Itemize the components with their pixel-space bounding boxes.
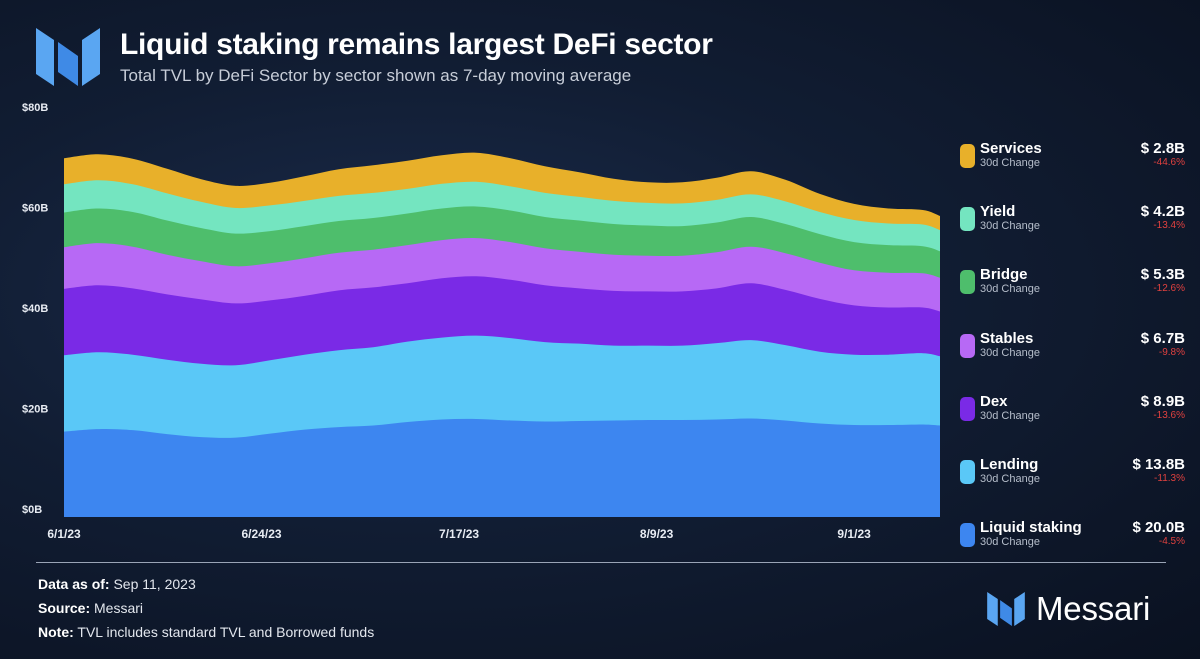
legend-change-label: 30d Change bbox=[980, 409, 1040, 422]
legend-change-label: 30d Change bbox=[980, 283, 1040, 296]
legend-swatch bbox=[960, 396, 975, 421]
brand: Messari bbox=[986, 588, 1176, 628]
y-tick-label: $40B bbox=[22, 303, 48, 315]
legend-value: $ 20.0B bbox=[1132, 519, 1185, 537]
legend-change-label: 30d Change bbox=[980, 473, 1040, 485]
legend-name: Liquid staking bbox=[980, 519, 1082, 537]
legend-name: Lending bbox=[980, 456, 1039, 473]
legend-change-value: -13.4% bbox=[1153, 220, 1185, 232]
footer-data-value: Sep 11, 2023 bbox=[113, 576, 196, 592]
legend-value: $ 5.3B bbox=[1140, 266, 1185, 284]
footer-source-label: Source: bbox=[38, 600, 91, 616]
y-tick-label: $20B bbox=[22, 404, 48, 416]
legend-swatch bbox=[960, 523, 975, 548]
y-tick-label: $0B bbox=[22, 504, 42, 516]
legend-change-value: -13.6% bbox=[1153, 409, 1185, 421]
legend-value: $ 2.8B bbox=[1140, 140, 1185, 157]
legend-swatch bbox=[960, 144, 975, 168]
legend-swatch bbox=[960, 460, 975, 484]
footer-note-label: Note: bbox=[38, 624, 74, 640]
chart-title: Liquid staking remains largest DeFi sect… bbox=[120, 28, 713, 61]
legend-change-label: 30d Change bbox=[980, 346, 1040, 359]
area-layers bbox=[64, 152, 940, 518]
legend-value: $ 13.8B bbox=[1132, 456, 1185, 473]
legend-item-stables: Stables 30d Change $ 6.7B -9.8% bbox=[958, 328, 1190, 368]
legend-change-value: -12.6% bbox=[1153, 283, 1185, 295]
legend-swatch bbox=[960, 207, 975, 232]
legend-item-yield: Yield 30d Change $ 4.2B -13.4% bbox=[958, 201, 1190, 241]
x-tick-label: 8/9/23 bbox=[640, 527, 674, 541]
legend-item-services: Services 30d Change $ 2.8B -44.6% bbox=[958, 138, 1190, 178]
legend-change-label: 30d Change bbox=[980, 157, 1040, 169]
y-axis-ticks: $0B $20B $40B $60B $80B bbox=[22, 102, 48, 516]
area-liquid-staking bbox=[64, 418, 940, 517]
legend-change-label: 30d Change bbox=[980, 220, 1040, 233]
legend-item-lending: Lending 30d Change $ 13.8B -11.3% bbox=[958, 454, 1190, 494]
x-tick-label: 6/24/23 bbox=[242, 527, 282, 541]
legend-name: Services bbox=[980, 140, 1042, 157]
footer-data-date: Data as of: Sep 11, 2023 bbox=[38, 576, 196, 592]
legend-name: Bridge bbox=[980, 266, 1028, 284]
messari-logo-icon bbox=[36, 28, 100, 86]
legend-swatch bbox=[960, 333, 975, 358]
x-tick-label: 7/17/23 bbox=[439, 527, 479, 541]
footer-note: Note: TVL includes standard TVL and Borr… bbox=[38, 624, 374, 640]
legend-change-value: -11.3% bbox=[1154, 473, 1185, 484]
footer-note-value: TVL includes standard TVL and Borrowed f… bbox=[77, 624, 375, 640]
legend-value: $ 8.9B bbox=[1140, 392, 1185, 410]
x-axis-ticks: 6/1/23 6/24/23 7/17/23 8/9/23 9/1/23 bbox=[47, 527, 871, 541]
legend-value: $ 4.2B bbox=[1140, 203, 1185, 221]
brand-name: Messari bbox=[1036, 590, 1151, 627]
chart-subtitle: Total TVL by DeFi Sector by sector shown… bbox=[120, 66, 632, 85]
legend-change-value: -4.5% bbox=[1158, 536, 1185, 548]
footer-data-label: Data as of: bbox=[38, 576, 110, 592]
footer-source: Source: Messari bbox=[38, 600, 143, 616]
legend-item-bridge: Bridge 30d Change $ 5.3B -12.6% bbox=[958, 264, 1190, 304]
x-tick-label: 6/1/23 bbox=[47, 527, 81, 541]
y-tick-label: $80B bbox=[22, 102, 48, 114]
legend-change-value: -44.6% bbox=[1153, 157, 1185, 168]
footer-source-value: Messari bbox=[94, 600, 144, 616]
x-tick-label: 9/1/23 bbox=[837, 527, 871, 541]
legend-name: Yield bbox=[980, 203, 1016, 221]
y-tick-label: $60B bbox=[22, 203, 48, 215]
footer-divider bbox=[36, 562, 1166, 563]
legend-swatch bbox=[960, 270, 975, 295]
legend-item-liquid-staking: Liquid staking 30d Change $ 20.0B -4.5% bbox=[958, 517, 1190, 557]
legend-name: Stables bbox=[980, 329, 1034, 347]
legend-change-label: 30d Change bbox=[980, 536, 1040, 549]
legend-item-dex: Dex 30d Change $ 8.9B -13.6% bbox=[958, 391, 1190, 431]
messari-logo-icon bbox=[987, 591, 1025, 627]
legend-change-value: -9.8% bbox=[1158, 346, 1185, 358]
legend-value: $ 6.7B bbox=[1140, 329, 1185, 347]
legend-name: Dex bbox=[980, 392, 1008, 410]
